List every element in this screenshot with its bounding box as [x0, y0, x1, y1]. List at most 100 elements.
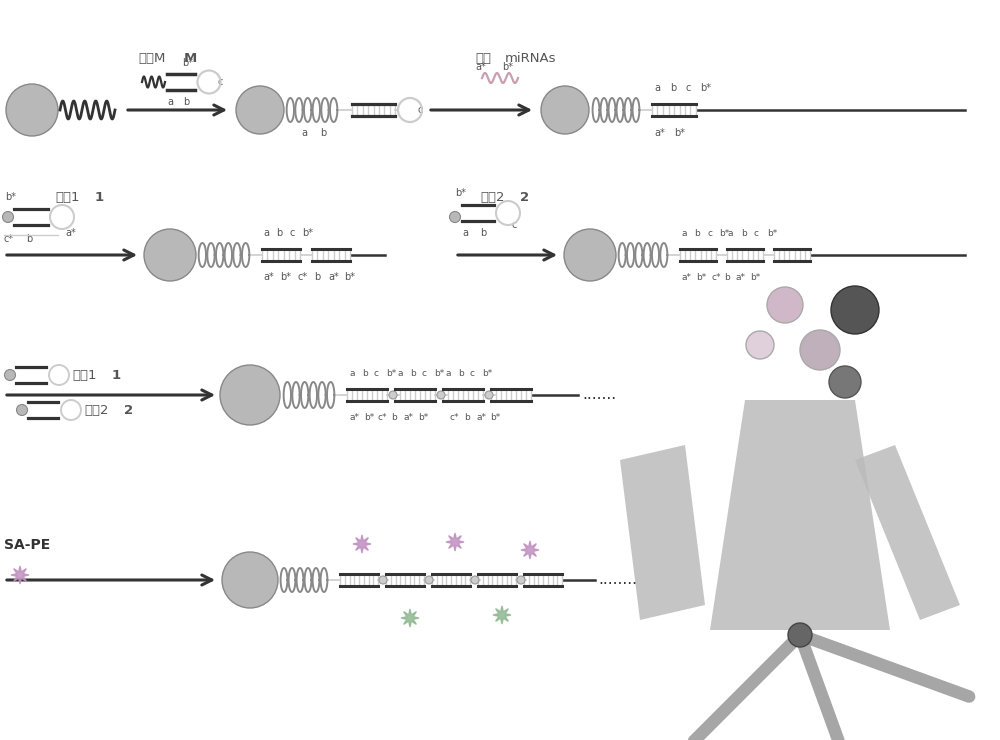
Circle shape	[471, 576, 479, 584]
Text: c: c	[707, 229, 712, 238]
Text: b*: b*	[502, 62, 513, 72]
Polygon shape	[855, 445, 960, 620]
Circle shape	[379, 576, 387, 584]
Polygon shape	[620, 445, 705, 620]
Circle shape	[425, 576, 433, 584]
Text: c: c	[217, 77, 222, 87]
Text: c: c	[512, 220, 517, 230]
Text: c: c	[418, 105, 423, 115]
Circle shape	[746, 331, 774, 359]
Text: b: b	[183, 97, 189, 107]
Text: c: c	[754, 229, 759, 238]
Circle shape	[389, 391, 397, 399]
Text: b: b	[391, 412, 397, 422]
Text: b: b	[314, 272, 320, 282]
Text: c: c	[422, 369, 427, 377]
Text: c: c	[374, 369, 379, 377]
Text: 探针2: 探针2	[84, 403, 108, 417]
Text: b*: b*	[5, 192, 16, 202]
Text: c*: c*	[298, 272, 308, 282]
Text: b: b	[362, 369, 368, 377]
Circle shape	[437, 391, 445, 399]
Text: 探针1: 探针1	[55, 190, 80, 204]
Text: b*: b*	[490, 412, 500, 422]
Text: c*: c*	[450, 412, 460, 422]
Text: b: b	[694, 229, 700, 238]
Circle shape	[2, 212, 14, 223]
Text: a*: a*	[404, 412, 414, 422]
Polygon shape	[710, 400, 890, 630]
Circle shape	[800, 330, 840, 370]
Text: b*: b*	[767, 229, 777, 238]
Text: 探针2: 探针2	[480, 190, 505, 204]
Text: a*: a*	[65, 228, 76, 238]
Text: a: a	[349, 369, 354, 377]
Text: 探针M: 探针M	[138, 52, 165, 64]
Text: b*: b*	[719, 229, 729, 238]
Text: 目标: 目标	[475, 52, 491, 64]
Text: 2: 2	[124, 403, 133, 417]
Text: b: b	[480, 228, 486, 238]
Text: c: c	[470, 369, 475, 377]
Text: c: c	[685, 83, 690, 93]
Text: b*: b*	[182, 58, 193, 68]
Text: b*: b*	[696, 272, 706, 281]
Text: a*: a*	[654, 128, 665, 138]
Text: a*: a*	[475, 62, 486, 72]
Text: a*: a*	[263, 272, 274, 282]
Text: a*: a*	[681, 272, 691, 281]
Text: b: b	[276, 228, 282, 238]
Text: 1: 1	[112, 369, 121, 382]
Text: b*: b*	[700, 83, 711, 93]
Circle shape	[5, 369, 16, 380]
Text: a*: a*	[477, 412, 487, 422]
Text: c*: c*	[378, 412, 388, 422]
Circle shape	[788, 623, 812, 647]
Text: b*: b*	[434, 369, 444, 377]
Text: a*: a*	[349, 412, 359, 422]
Text: a*: a*	[735, 272, 745, 281]
Text: a: a	[263, 228, 269, 238]
Text: b: b	[724, 272, 730, 281]
Circle shape	[485, 391, 493, 399]
Circle shape	[236, 86, 284, 134]
Text: b*: b*	[455, 188, 466, 198]
Text: c: c	[289, 228, 294, 238]
Text: a: a	[462, 228, 468, 238]
Polygon shape	[353, 535, 371, 553]
Polygon shape	[401, 609, 419, 627]
Polygon shape	[446, 533, 464, 551]
Text: SA-PE: SA-PE	[4, 538, 50, 552]
Text: .......: .......	[582, 386, 616, 402]
Text: c*: c*	[711, 272, 720, 281]
Circle shape	[16, 405, 28, 415]
Text: a: a	[397, 369, 402, 377]
Text: a: a	[681, 229, 686, 238]
Text: b*: b*	[750, 272, 760, 281]
Text: miRNAs: miRNAs	[505, 52, 556, 64]
Text: a: a	[728, 229, 734, 238]
Text: b*: b*	[364, 412, 374, 422]
Text: b: b	[26, 234, 32, 244]
Circle shape	[144, 229, 196, 281]
Polygon shape	[11, 566, 29, 584]
Circle shape	[564, 229, 616, 281]
Circle shape	[767, 287, 803, 323]
Text: b: b	[670, 83, 676, 93]
Text: b*: b*	[344, 272, 355, 282]
Text: a: a	[301, 128, 307, 138]
Circle shape	[829, 366, 861, 398]
Circle shape	[222, 552, 278, 608]
Text: b: b	[464, 412, 470, 422]
Text: b: b	[320, 128, 326, 138]
Text: 2: 2	[520, 190, 529, 204]
Text: b: b	[410, 369, 416, 377]
Circle shape	[450, 212, 460, 223]
Polygon shape	[521, 541, 539, 559]
Text: a: a	[654, 83, 660, 93]
Text: ........: ........	[598, 571, 637, 587]
Text: M: M	[184, 52, 197, 64]
Text: c*: c*	[4, 234, 14, 244]
Text: b*: b*	[674, 128, 685, 138]
Text: b*: b*	[418, 412, 428, 422]
